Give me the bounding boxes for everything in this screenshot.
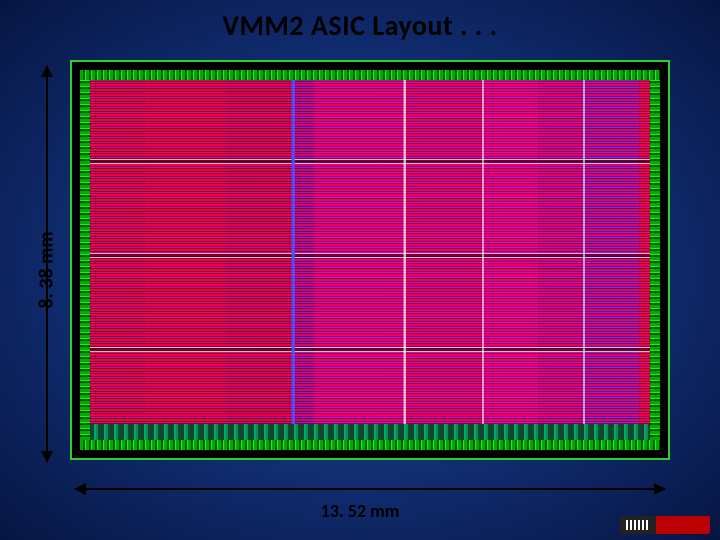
asic-core-layout — [90, 80, 650, 440]
vertical-dimension-arrow — [46, 66, 48, 462]
pad-ring-left — [80, 80, 90, 440]
horizontal-dimension-arrow — [75, 488, 665, 490]
slide-title: VMM2 ASIC Layout . . . — [0, 8, 720, 43]
pad-ring-bottom — [80, 440, 660, 450]
slide: VMM2 ASIC Layout . . . 8. 38 mm 13. 52 m… — [0, 0, 720, 540]
horizontal-dimension-label: 13. 52 mm — [0, 500, 720, 522]
asic-die — [80, 70, 660, 450]
pad-ring-right — [650, 80, 660, 440]
pad-ring-top — [80, 70, 660, 80]
asic-die-outline — [70, 60, 670, 460]
control-logic-strip — [90, 424, 650, 440]
institution-logo — [620, 516, 710, 534]
